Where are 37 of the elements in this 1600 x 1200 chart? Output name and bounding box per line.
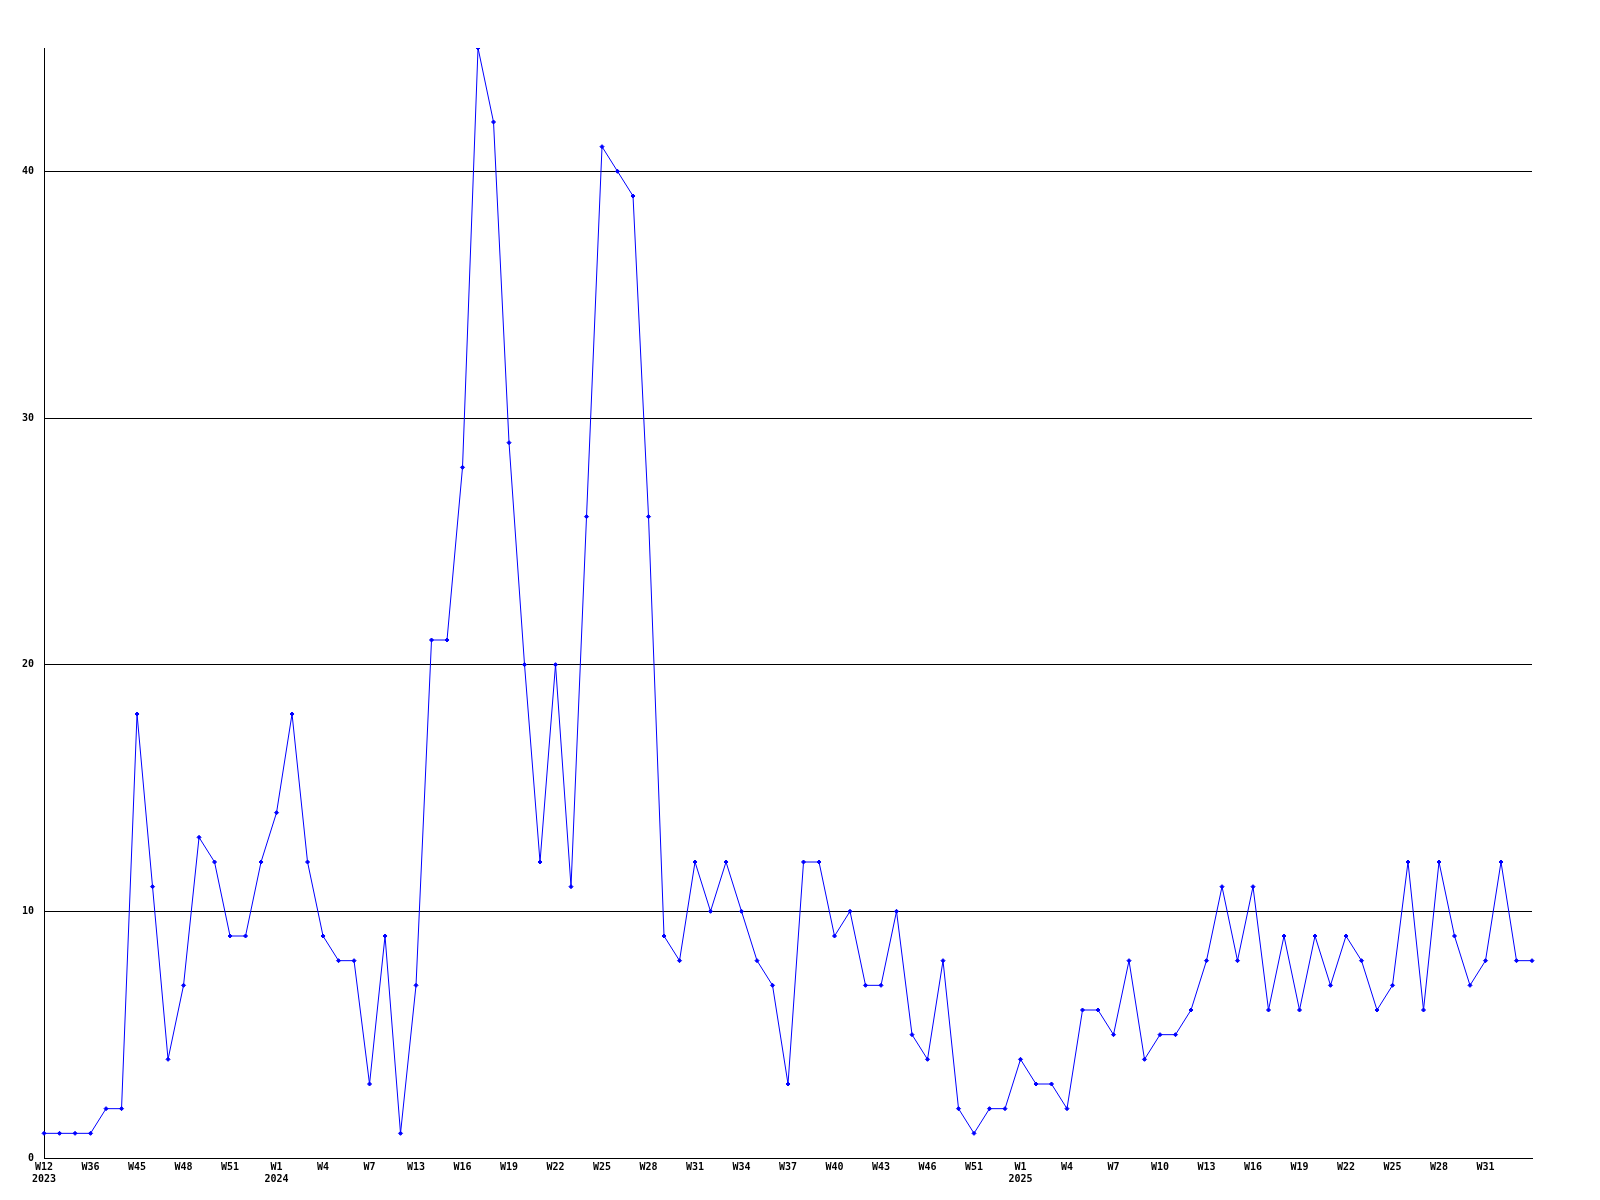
x-tick-label: W28	[639, 1160, 658, 1172]
x-tick-label: W45	[128, 1160, 147, 1172]
x-tick-label: W1 2025	[1008, 1160, 1033, 1184]
x-tick-label: W13	[1197, 1160, 1216, 1172]
x-tick-label: W40	[825, 1160, 844, 1172]
x-tick-label: W51	[221, 1160, 240, 1172]
x-tick-label: W34	[732, 1160, 751, 1172]
x-tick-label: W51	[964, 1160, 984, 1172]
x-tick-label: W22	[546, 1160, 565, 1172]
y-tick-label: 0	[28, 1151, 35, 1163]
x-tick-label: W37	[778, 1160, 798, 1172]
x-tick-label: W10	[1150, 1160, 1170, 1172]
y-tick-label: 20	[21, 658, 35, 670]
x-tick-label: W19	[1290, 1160, 1309, 1172]
x-tick-label: W19	[500, 1160, 519, 1172]
y-tick-label: 40	[21, 164, 35, 176]
y-tick-label: 10	[21, 904, 35, 916]
x-tick-label: W7	[363, 1160, 376, 1172]
x-tick-label: W48	[174, 1160, 193, 1172]
x-tick-label: W31	[1476, 1160, 1495, 1172]
x-tick-label: W43	[871, 1160, 891, 1172]
x-tick-label: W22	[1336, 1160, 1356, 1172]
x-tick-label: W7	[1107, 1160, 1120, 1172]
x-tick-label: W16	[453, 1160, 472, 1172]
x-tick-label: W4	[1060, 1160, 1074, 1172]
x-tick-label: W31	[685, 1160, 705, 1172]
x-tick-label: W13	[407, 1160, 426, 1172]
x-tick-label: W46	[918, 1160, 937, 1172]
x-tick-label: W36	[81, 1160, 100, 1172]
x-tick-label: W28	[1429, 1160, 1449, 1172]
x-tick-label: W25	[592, 1160, 612, 1172]
x-tick-label: W4	[317, 1160, 330, 1172]
x-tick-label: W25	[1383, 1160, 1402, 1172]
x-tick-label: W12 2023	[31, 1160, 57, 1184]
x-tick-label: W16	[1243, 1160, 1263, 1172]
y-tick-label: 30	[21, 411, 35, 423]
x-tick-label: W1 2024	[264, 1160, 289, 1184]
